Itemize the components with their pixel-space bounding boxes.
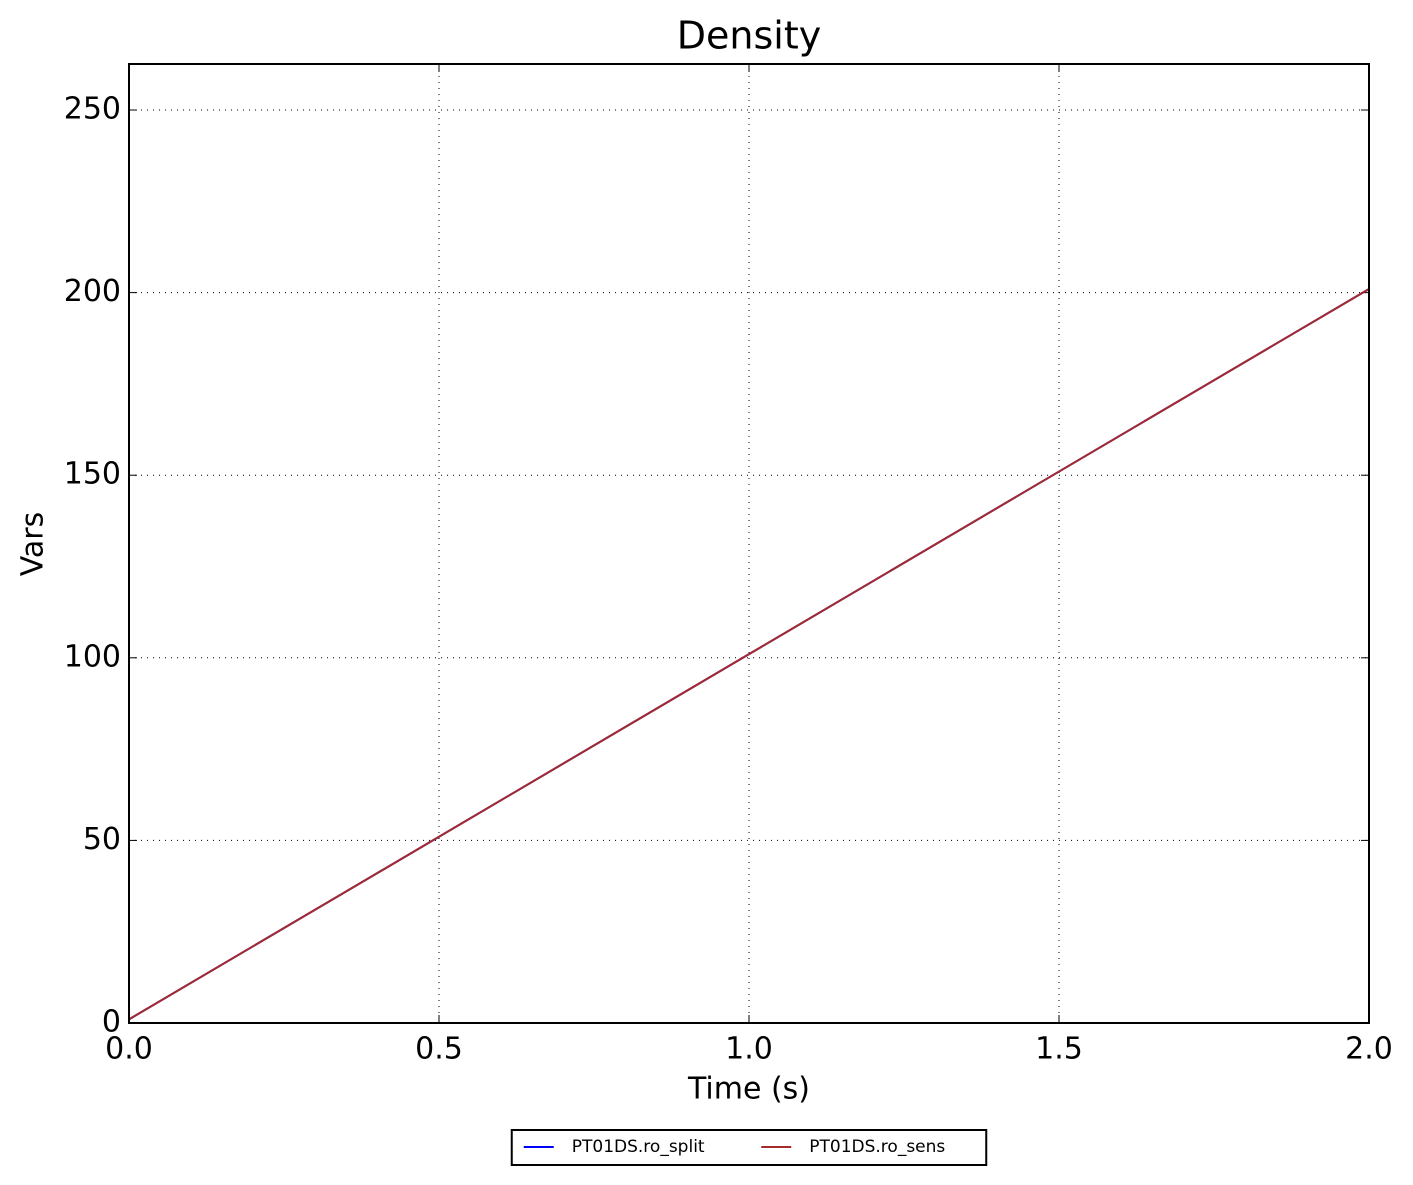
y-tick-label: 200 — [64, 274, 121, 309]
y-tick-label: 150 — [64, 457, 121, 492]
y-tick-label: 100 — [64, 639, 121, 674]
plot-frame — [128, 63, 1370, 1024]
legend: PT01DS.ro_split PT01DS.ro_sens — [510, 1129, 988, 1166]
y-tick-label: 250 — [64, 92, 121, 127]
chart-title: Density — [677, 14, 821, 58]
y-axis-label: Vars — [16, 512, 51, 577]
y-tick-label: 50 — [83, 822, 121, 857]
y-tick-label: 0 — [102, 1005, 121, 1040]
legend-box — [510, 1129, 988, 1166]
x-tick-label: 1.5 — [1035, 1032, 1083, 1067]
x-axis-label: Time (s) — [687, 1072, 810, 1107]
x-tick-label: 2.0 — [1345, 1032, 1393, 1067]
x-tick-label: 1.0 — [725, 1032, 773, 1067]
x-tick-label: 0.5 — [415, 1032, 463, 1067]
line-series — [128, 288, 1370, 1021]
legend-label: PT01DS.ro_split — [572, 1137, 705, 1157]
legend-label: PT01DS.ro_sens — [809, 1137, 945, 1157]
x-tick-label: 0.0 — [105, 1032, 153, 1067]
